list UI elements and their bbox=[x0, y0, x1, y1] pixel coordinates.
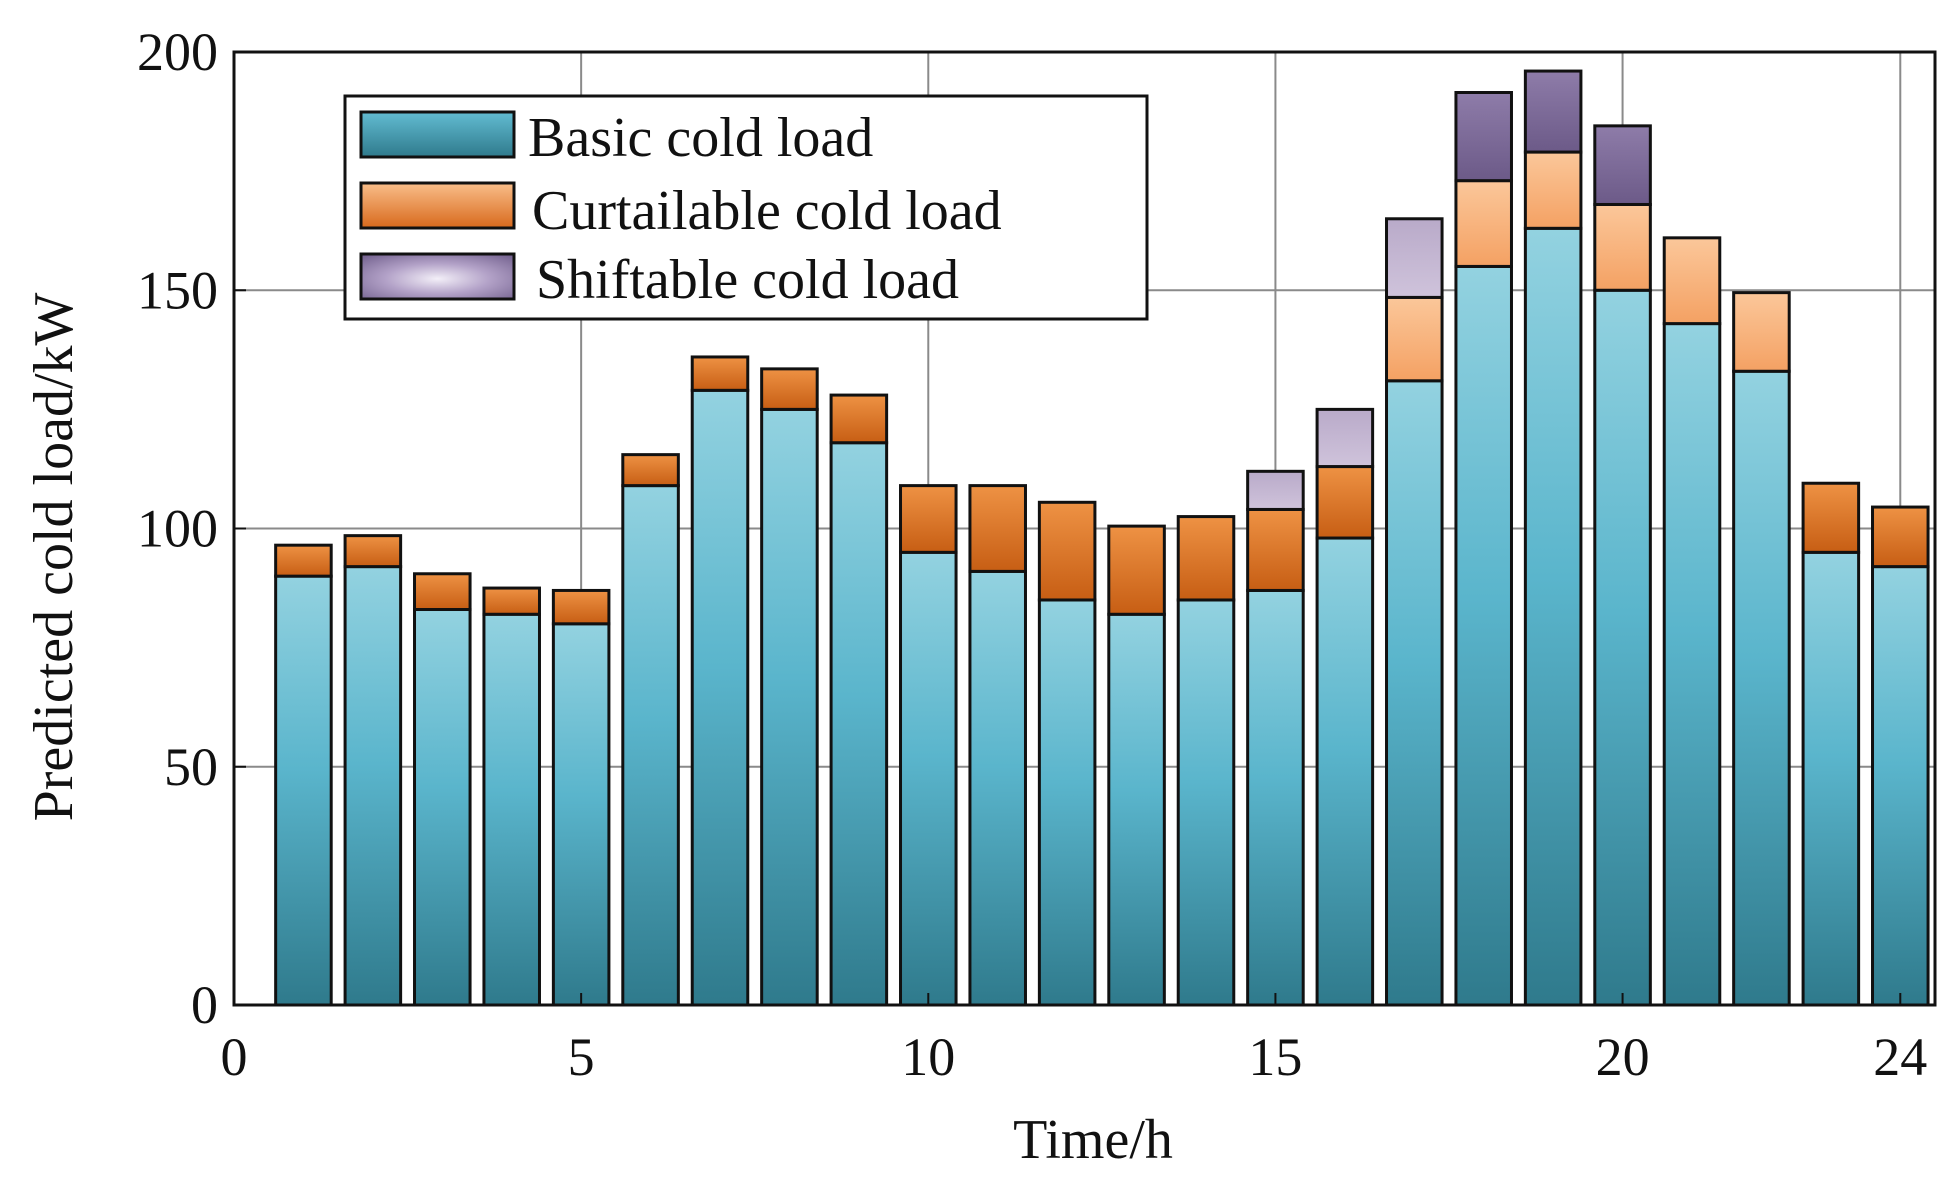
bar-curtailable-t3 bbox=[413, 572, 472, 612]
bar-basic-t9 bbox=[829, 441, 889, 1007]
bar-basic-t3 bbox=[413, 608, 472, 1007]
x-tick-label: 0 bbox=[221, 1027, 248, 1087]
bar-curtailable-t9 bbox=[829, 393, 889, 445]
bar-curtailable-t8 bbox=[760, 367, 819, 411]
bar-curtailable-t7 bbox=[690, 355, 750, 392]
bar-curtailable-t2 bbox=[343, 534, 403, 569]
bar-curtailable-t20 bbox=[1593, 202, 1652, 292]
bar-basic-t18 bbox=[1454, 264, 1513, 1007]
bar-basic-t16 bbox=[1315, 536, 1375, 1007]
bar-curtailable-t15 bbox=[1246, 507, 1305, 592]
y-tick-label: 200 bbox=[137, 22, 218, 82]
bar-curtailable-t6 bbox=[621, 453, 680, 488]
bar-curtailable-t18 bbox=[1454, 179, 1513, 268]
bar-basic-t2 bbox=[343, 565, 403, 1007]
y-axis-ticks: 0 50 100 150 200 bbox=[137, 22, 246, 1035]
y-tick-label: 100 bbox=[137, 499, 218, 559]
legend-swatch-shiftable bbox=[359, 252, 516, 301]
bar-basic-t12 bbox=[1037, 598, 1097, 1007]
bar-curtailable-t11 bbox=[968, 484, 1027, 573]
bar-curtailable-t21 bbox=[1662, 236, 1722, 326]
bar-curtailable-t22 bbox=[1732, 291, 1791, 373]
y-axis-title: Predicted cold load/kW bbox=[23, 292, 85, 821]
bar-basic-t7 bbox=[690, 388, 750, 1007]
legend: Basic cold load Curtailable cold load Sh… bbox=[343, 94, 1149, 321]
bar-curtailable-t4 bbox=[482, 586, 541, 616]
bar-basic-t24 bbox=[1871, 565, 1930, 1007]
bar-curtailable-t5 bbox=[551, 588, 611, 626]
bar-curtailable-t10 bbox=[899, 484, 958, 554]
legend-label-shiftable: Shiftable cold load bbox=[536, 249, 959, 311]
bar-shiftable-t16 bbox=[1315, 407, 1375, 469]
bar-basic-t6 bbox=[621, 484, 680, 1007]
bar-curtailable-t14 bbox=[1176, 515, 1236, 602]
bar-basic-t21 bbox=[1662, 322, 1722, 1007]
x-tick-label: 24 bbox=[1873, 1027, 1927, 1087]
x-tick-label: 20 bbox=[1596, 1027, 1650, 1087]
bar-curtailable-t23 bbox=[1801, 481, 1861, 554]
bar-curtailable-t12 bbox=[1037, 500, 1097, 602]
legend-swatch-basic bbox=[359, 110, 516, 159]
bar-basic-t11 bbox=[968, 569, 1027, 1007]
bar-basic-t10 bbox=[899, 550, 958, 1007]
legend-swatch-curtailable bbox=[359, 181, 516, 230]
bars bbox=[274, 69, 1930, 1007]
bar-curtailable-t19 bbox=[1523, 150, 1583, 230]
bar-shiftable-t18 bbox=[1454, 91, 1513, 183]
bar-basic-t1 bbox=[274, 574, 333, 1007]
bar-basic-t17 bbox=[1385, 379, 1444, 1007]
x-tick-label: 15 bbox=[1248, 1027, 1302, 1087]
bar-basic-t23 bbox=[1801, 550, 1861, 1007]
bar-basic-t14 bbox=[1176, 598, 1236, 1007]
bar-shiftable-t17 bbox=[1385, 217, 1444, 299]
bar-curtailable-t1 bbox=[274, 543, 333, 578]
legend-label-basic: Basic cold load bbox=[528, 107, 873, 169]
bar-basic-t19 bbox=[1523, 226, 1583, 1007]
bar-basic-t8 bbox=[760, 407, 819, 1007]
bar-curtailable-t16 bbox=[1315, 465, 1375, 540]
bar-basic-t13 bbox=[1107, 612, 1166, 1007]
x-tick-label: 10 bbox=[901, 1027, 955, 1087]
bar-basic-t22 bbox=[1732, 369, 1791, 1007]
bar-basic-t4 bbox=[482, 612, 541, 1007]
bar-basic-t15 bbox=[1246, 588, 1305, 1007]
bar-shiftable-t15 bbox=[1246, 469, 1305, 511]
bar-curtailable-t13 bbox=[1107, 524, 1166, 616]
x-axis-title: Time/h bbox=[1013, 1109, 1173, 1171]
y-tick-label: 150 bbox=[137, 260, 218, 320]
legend-label-curtailable: Curtailable cold load bbox=[532, 180, 1002, 242]
bar-curtailable-t17 bbox=[1385, 295, 1444, 383]
bar-shiftable-t19 bbox=[1523, 69, 1583, 154]
y-tick-label: 50 bbox=[164, 737, 218, 797]
x-axis-ticks: 0 5 10 15 20 24 bbox=[221, 993, 1927, 1087]
x-tick-label: 5 bbox=[568, 1027, 595, 1087]
bar-curtailable-t24 bbox=[1871, 505, 1930, 569]
bar-basic-t20 bbox=[1593, 288, 1652, 1007]
bar-basic-t5 bbox=[551, 622, 611, 1007]
bar-shiftable-t20 bbox=[1593, 124, 1652, 206]
y-tick-label: 0 bbox=[191, 975, 218, 1035]
